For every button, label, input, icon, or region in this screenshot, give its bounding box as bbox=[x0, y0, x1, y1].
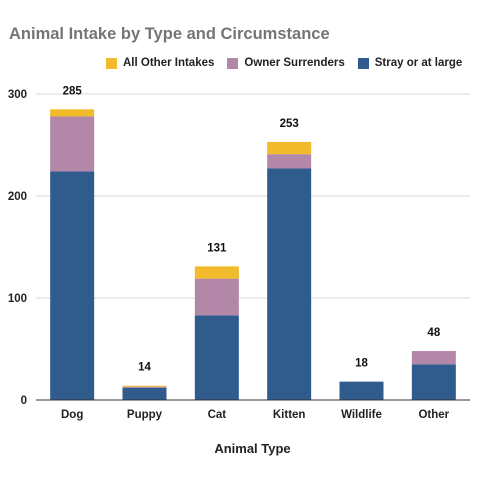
bar-dog-owner-surrenders bbox=[50, 116, 95, 172]
y-tick-label-100: 100 bbox=[8, 293, 27, 305]
chart-title: Animal Intake by Type and Circumstance bbox=[9, 25, 330, 43]
bar-puppy-owner-surrenders bbox=[122, 386, 167, 388]
total-label-wildlife: 18 bbox=[355, 358, 368, 370]
x-tick-label-other: Other bbox=[418, 409, 449, 421]
bar-dog-all-other-intakes bbox=[50, 109, 95, 117]
legend-label-stray-or-at-large: Stray or at large bbox=[374, 57, 463, 69]
bar-kitten-stray-or-at-large bbox=[267, 168, 312, 400]
total-label-kitten: 253 bbox=[280, 118, 299, 130]
bar-cat-all-other-intakes bbox=[194, 266, 239, 279]
bar-other-stray-or-at-large bbox=[411, 364, 456, 400]
legend-swatch-stray-or-at-large bbox=[357, 57, 369, 69]
bar-other-owner-surrenders bbox=[411, 351, 456, 365]
y-tick-label-0: 0 bbox=[21, 395, 27, 407]
legend-swatch-owner-surrenders bbox=[227, 57, 239, 69]
total-label-other: 48 bbox=[427, 327, 440, 339]
y-tick-label-300: 300 bbox=[8, 89, 27, 101]
legend-swatch-all-other-intakes bbox=[106, 57, 117, 69]
bar-puppy-stray-or-at-large bbox=[122, 387, 167, 400]
y-tick-label-200: 200 bbox=[8, 191, 27, 203]
x-tick-label-wildlife: Wildlife bbox=[341, 409, 382, 421]
legend-item-owner-surrenders[interactable]: Owner Surrenders bbox=[227, 57, 345, 69]
total-label-cat: 131 bbox=[207, 242, 227, 254]
bar-kitten-all-other-intakes bbox=[267, 141, 312, 155]
x-tick-label-dog: Dog bbox=[61, 409, 83, 421]
legend-item-all-other-intakes[interactable]: All Other Intakes bbox=[106, 57, 214, 69]
legend-label-all-other-intakes: All Other Intakes bbox=[123, 57, 215, 69]
x-axis-label: Animal Type bbox=[214, 441, 291, 456]
bar-cat-owner-surrenders bbox=[194, 278, 239, 316]
x-tick-label-puppy: Puppy bbox=[127, 409, 163, 421]
bar-wildlife-stray-or-at-large bbox=[339, 381, 384, 400]
legend: All Other Intakes Owner Surrenders Stray… bbox=[106, 57, 475, 69]
total-label-dog: 285 bbox=[63, 85, 83, 97]
bar-puppy-all-other-intakes bbox=[122, 385, 167, 387]
bar-kitten-owner-surrenders bbox=[267, 154, 312, 169]
bar-cat-stray-or-at-large bbox=[194, 315, 239, 400]
x-tick-label-kitten: Kitten bbox=[273, 409, 306, 421]
x-tick-label-cat: Cat bbox=[208, 409, 227, 421]
total-label-puppy: 14 bbox=[138, 362, 151, 374]
legend-item-stray-or-at-large[interactable]: Stray or at large bbox=[357, 57, 463, 69]
bar-dog-stray-or-at-large bbox=[50, 171, 95, 400]
legend-label-owner-surrenders: Owner Surrenders bbox=[244, 57, 345, 69]
